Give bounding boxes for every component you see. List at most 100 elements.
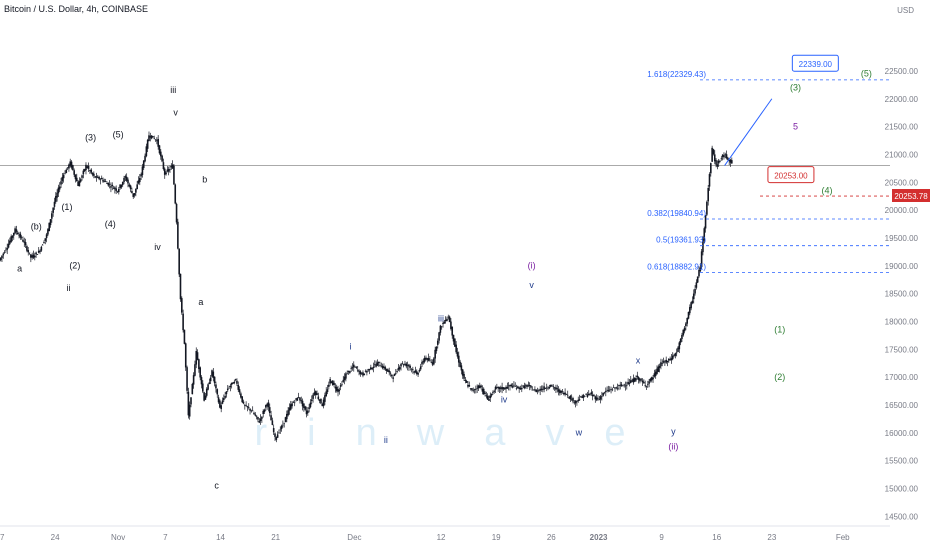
candle-body — [173, 165, 175, 185]
candle-body — [539, 389, 541, 391]
candle-body — [350, 368, 352, 369]
candle-body — [198, 359, 200, 370]
candle-body — [615, 387, 618, 388]
candle-body — [440, 326, 443, 328]
candle-body — [454, 338, 456, 347]
candle-body — [478, 385, 481, 389]
candle-body — [715, 160, 717, 165]
candle-body — [212, 371, 215, 378]
candle-body — [597, 398, 599, 399]
candle-body — [433, 358, 435, 365]
candle-body — [371, 367, 373, 370]
candle-body — [713, 154, 716, 162]
y-tick-label: 16000.00 — [885, 429, 919, 438]
candle-body — [438, 332, 440, 341]
candle-body — [514, 385, 517, 387]
candle-body — [224, 395, 226, 398]
candle-body — [383, 366, 385, 369]
candle-body — [192, 375, 195, 385]
candle-body — [610, 389, 612, 390]
candle-body — [686, 318, 688, 324]
candle-body — [520, 388, 523, 390]
candle-body — [39, 250, 41, 252]
candle-body — [687, 311, 690, 319]
candle-body — [255, 415, 258, 417]
candle-body — [461, 369, 464, 376]
candle-body — [618, 384, 620, 386]
current-price-value: 20253.78 — [894, 192, 928, 201]
candle-body — [196, 352, 199, 360]
candle-body — [161, 155, 163, 162]
candle-body — [90, 169, 93, 173]
candle-body — [2, 253, 5, 256]
candle-body — [363, 373, 366, 376]
wave-label: (1) — [774, 325, 785, 335]
x-tick-label: Feb — [836, 533, 850, 542]
fib-level-label: 0.618(18882.91) — [647, 262, 706, 271]
candle-body — [18, 234, 20, 236]
candle-body — [111, 184, 114, 187]
candle-body — [162, 162, 165, 170]
candle-body — [710, 163, 712, 174]
candle-body — [556, 388, 559, 390]
candle-body — [52, 207, 54, 213]
candle-body — [528, 384, 531, 387]
candle-body — [379, 365, 381, 367]
candle-body — [465, 380, 468, 383]
candle-body — [174, 184, 177, 204]
candle-body — [110, 186, 112, 188]
candle-body — [564, 392, 566, 395]
candle-body — [616, 387, 619, 389]
candle-body — [15, 229, 18, 232]
candle-body — [103, 181, 106, 182]
candle-body — [611, 389, 614, 391]
candle-body — [261, 416, 263, 419]
candle-body — [272, 428, 275, 433]
candle-body — [346, 373, 349, 375]
candle-body — [661, 363, 664, 365]
candle-body — [656, 368, 658, 374]
candle-body — [223, 398, 225, 401]
x-tick-label: 17 — [0, 533, 5, 542]
candle-body — [568, 396, 570, 399]
candle-body — [132, 193, 135, 197]
candle-body — [690, 302, 692, 309]
candle-body — [555, 387, 557, 390]
candle-body — [338, 389, 341, 392]
candle-body — [31, 255, 33, 258]
wave-label: ii — [67, 283, 71, 293]
target-callout-box — [767, 166, 815, 184]
candle-body — [518, 387, 520, 389]
candle-body — [259, 418, 262, 421]
candle-body — [468, 385, 471, 387]
candle-body — [267, 402, 270, 408]
y-tick-label: 19500.00 — [885, 234, 919, 243]
candle-body — [431, 362, 434, 365]
candle-body — [279, 429, 282, 431]
candle-body — [668, 358, 670, 361]
wave-label: x — [636, 355, 641, 365]
candle-body — [234, 379, 237, 380]
candle-body — [443, 321, 446, 324]
candle-body — [517, 386, 519, 389]
candle-body — [565, 394, 568, 395]
candle-body — [486, 395, 489, 400]
candle-body — [435, 346, 438, 352]
candle-body — [576, 400, 578, 402]
candle-body — [282, 424, 284, 426]
candle-body — [531, 389, 534, 391]
candle-body — [716, 164, 719, 167]
candle-body — [32, 254, 35, 258]
candle-body — [307, 410, 309, 413]
candle-body — [729, 159, 732, 163]
candle-body — [532, 389, 535, 391]
candle-body — [482, 388, 485, 395]
candle-body — [598, 399, 601, 400]
candle-body — [352, 364, 355, 368]
candle-body — [114, 187, 116, 190]
candle-body — [439, 325, 442, 333]
candle-body — [22, 239, 24, 242]
candle-body — [112, 188, 115, 190]
candle-body — [477, 385, 480, 389]
candle-body — [519, 387, 522, 390]
